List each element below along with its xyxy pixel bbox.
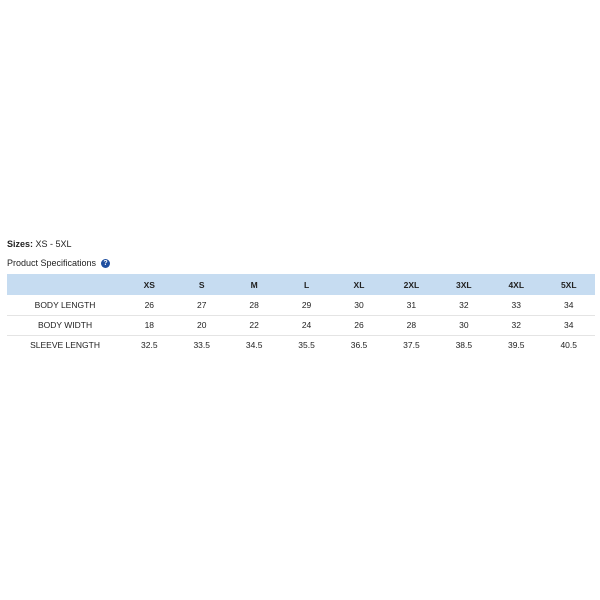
size-header-cell: S [198, 279, 205, 290]
size-header-row: XS S M L XL 2XL 3XL 4XL 5XL [7, 274, 595, 295]
product-specifications-label: Product Specifications [7, 258, 97, 268]
measurement-value: 34 [564, 320, 574, 330]
measurement-value: 28 [406, 320, 417, 330]
measurement-value: 28 [249, 299, 259, 310]
measurement-value: 26 [144, 299, 155, 310]
size-header-cell: 5XL [560, 279, 577, 290]
measurement-value: 34.5 [245, 340, 263, 351]
measurement-value: 36.5 [350, 340, 368, 351]
measurement-value: 20 [196, 320, 207, 330]
size-header-cell: L [303, 279, 310, 290]
measurement-value: 34 [564, 299, 574, 310]
table-row: BODY WIDTH 18 20 22 24 26 28 30 32 34 [7, 315, 595, 335]
measurement-value: 39.5 [507, 340, 525, 351]
header-corner-cell [7, 274, 123, 295]
sizes-line: Sizes: XS - 5XL [7, 238, 595, 250]
measurement-value: 26 [354, 320, 364, 330]
size-chart-table: XS S M L XL 2XL 3XL 4XL 5XL BODY LENGTH … [7, 274, 595, 355]
measurement-value: 30 [459, 320, 469, 330]
help-icon[interactable]: ? [101, 258, 111, 268]
measurement-value: 38.5 [455, 340, 473, 351]
measurement-value: 32.5 [141, 340, 158, 351]
measurement-label: SLEEVE LENGTH [30, 340, 100, 351]
measurement-value: 35.5 [298, 340, 315, 351]
measurement-label: BODY LENGTH [34, 299, 96, 310]
table-row: SLEEVE LENGTH 32.5 33.5 34.5 35.5 36.5 3… [7, 335, 595, 355]
measurement-value: 33 [511, 299, 521, 310]
size-header-cell: 2XL [403, 279, 420, 290]
sizes-range: XS - 5XL [33, 239, 72, 249]
measurement-value: 27 [196, 299, 207, 310]
measurement-value: 32 [459, 299, 469, 310]
measurement-value: 30 [354, 299, 364, 310]
measurement-value: 40.5 [560, 340, 577, 351]
size-header-cell: M [250, 279, 258, 290]
size-header-cell: XL [353, 279, 365, 290]
measurement-value: 32 [511, 320, 521, 330]
measurement-value: 18 [144, 320, 155, 330]
measurement-value: 29 [301, 299, 312, 310]
measurement-label: BODY WIDTH [37, 320, 93, 330]
product-spec-block: Sizes: XS - 5XL Product Specifications ?… [7, 238, 595, 355]
table-row: BODY LENGTH 26 27 28 29 30 31 32 33 34 [7, 295, 595, 315]
size-header-cell: XS [143, 279, 155, 290]
product-specifications-title: Product Specifications ? [7, 257, 595, 269]
measurement-value: 31 [406, 299, 417, 310]
measurement-value: 33.5 [193, 340, 210, 351]
measurement-value: 22 [249, 320, 259, 330]
measurement-value: 24 [301, 320, 312, 330]
measurement-value: 37.5 [403, 340, 420, 351]
size-header-cell: 4XL [508, 279, 525, 290]
size-header-cell: 3XL [456, 279, 472, 290]
sizes-label: Sizes: [7, 239, 34, 249]
